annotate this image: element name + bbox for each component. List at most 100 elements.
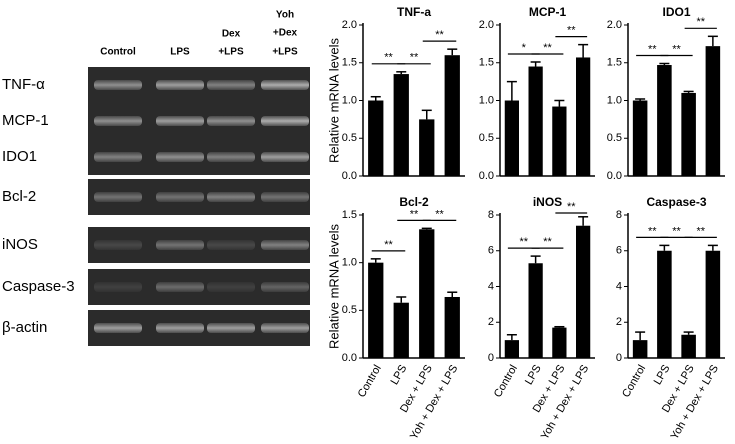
- significance-label: *: [522, 42, 527, 54]
- gel-band: [207, 192, 255, 202]
- error-bar: [530, 255, 541, 264]
- significance-label: **: [410, 208, 419, 220]
- error-bar: [447, 291, 458, 297]
- gel-band: [156, 323, 204, 333]
- significance-label: **: [648, 225, 657, 237]
- row-label: TNF-α: [2, 76, 45, 93]
- chart-title: Bcl-2: [399, 195, 429, 209]
- significance-label: **: [543, 42, 552, 54]
- lane-label: +LPS: [218, 47, 244, 58]
- bar: [705, 46, 721, 176]
- gel-band: [156, 282, 204, 292]
- y-axis-label: Relative mRNA levels: [326, 224, 341, 349]
- error-bar: [370, 95, 381, 101]
- y-tick-label: 4: [488, 280, 494, 292]
- bar: [528, 66, 543, 176]
- x-tick-label: LPS: [389, 363, 410, 387]
- error-bar: [530, 61, 541, 67]
- y-tick-label: 8: [488, 209, 494, 221]
- error-bar: [707, 35, 718, 47]
- x-tick-label: Yoh + Dex + LPS: [408, 363, 460, 442]
- bar: [504, 340, 519, 358]
- bar: [657, 250, 672, 358]
- row-label: β-actin: [2, 319, 47, 336]
- error-bar: [683, 90, 694, 93]
- y-tick-label: 0.5: [479, 132, 494, 144]
- y-tick-label: 0.5: [342, 304, 357, 316]
- row-label: Caspase-3: [2, 278, 75, 295]
- gel-band: [261, 152, 309, 162]
- lane-label: Yoh: [276, 10, 294, 21]
- y-tick-label: 2: [616, 316, 622, 328]
- error-bar: [554, 325, 565, 328]
- y-tick-label: 0.0: [607, 170, 622, 182]
- gel-band: [207, 323, 255, 333]
- error-bar: [370, 258, 381, 263]
- bar: [419, 229, 435, 358]
- error-bar: [396, 71, 407, 75]
- gel-band: [261, 192, 309, 202]
- chart-title: IDO1: [662, 5, 690, 19]
- bar: [444, 296, 460, 358]
- y-tick-label: 0: [616, 352, 622, 364]
- y-tick-label: 0.0: [342, 170, 357, 182]
- bar: [552, 327, 567, 358]
- bar: [657, 65, 672, 176]
- error-bar: [578, 216, 589, 226]
- gel-band: [94, 152, 142, 162]
- lane-label: Dex: [222, 29, 241, 40]
- y-tick-label: 0.0: [342, 352, 357, 364]
- significance-label: **: [567, 25, 576, 37]
- row-label: Bcl-2: [2, 188, 36, 205]
- chart-title: MCP-1: [529, 5, 567, 19]
- bar: [552, 106, 567, 176]
- error-bar: [635, 98, 646, 101]
- error-bar: [578, 43, 589, 58]
- error-bar: [554, 99, 565, 107]
- gel-band: [207, 116, 255, 126]
- significance-label: **: [696, 16, 705, 28]
- row-label: IDO1: [2, 148, 37, 165]
- bar: [632, 100, 648, 176]
- significance-label: **: [648, 43, 657, 55]
- error-bar: [421, 227, 432, 230]
- bar: [632, 340, 648, 358]
- gel-band: [94, 116, 142, 126]
- significance-label: **: [384, 239, 393, 251]
- y-tick-label: 8: [616, 209, 622, 221]
- bar: [368, 100, 384, 176]
- significance-label: **: [672, 225, 681, 237]
- significance-label: **: [696, 225, 705, 237]
- chart-title: Caspase-3: [646, 195, 706, 209]
- y-tick-label: 0.5: [607, 132, 622, 144]
- error-bar: [683, 331, 694, 335]
- error-bar: [506, 334, 517, 341]
- gel-band: [156, 192, 204, 202]
- gel-band: [94, 192, 142, 202]
- y-tick-label: 4: [616, 280, 622, 292]
- significance-label: **: [672, 43, 681, 55]
- gel-band: [207, 152, 255, 162]
- chart-title: iNOS: [533, 195, 562, 209]
- lane-label: LPS: [170, 47, 190, 58]
- bar: [393, 302, 409, 358]
- gel-band: [94, 323, 142, 333]
- y-tick-label: 1.5: [607, 57, 622, 69]
- y-tick-label: 1.5: [342, 57, 357, 69]
- y-tick-label: 6: [616, 245, 622, 257]
- gel-band: [156, 152, 204, 162]
- error-bar: [506, 80, 517, 101]
- y-tick-label: 2.0: [479, 19, 494, 31]
- gel-panel: Control LPS Dex +LPS Yoh +Dex +LPS: [100, 10, 298, 58]
- y-tick-label: 1.0: [607, 94, 622, 106]
- lane-label: Control: [100, 47, 136, 58]
- chart-title: TNF-a: [397, 5, 431, 19]
- lane-label: +LPS: [272, 47, 298, 58]
- row-label: iNOS: [2, 236, 38, 253]
- gel-band: [261, 240, 309, 250]
- gel-band: [94, 80, 142, 90]
- gel-band: [94, 240, 142, 250]
- error-bar: [396, 296, 407, 303]
- error-bar: [707, 244, 718, 251]
